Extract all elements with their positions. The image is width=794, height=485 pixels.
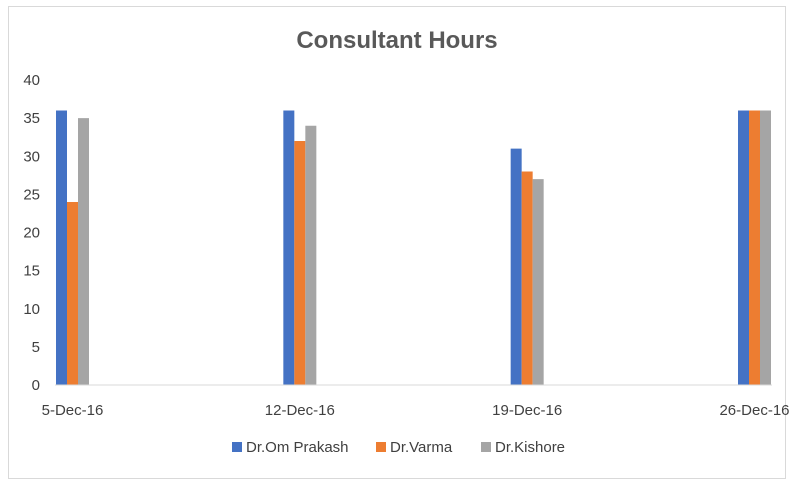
y-tick-label: 25	[23, 186, 40, 203]
x-axis-ticks: 5-Dec-16 12-Dec-16 19-Dec-16 26-Dec-16	[42, 402, 790, 419]
legend-label: Dr.Om Prakash	[246, 439, 349, 456]
y-tick-label: 5	[32, 339, 40, 356]
bars-group	[56, 110, 771, 385]
chart-frame	[8, 6, 786, 479]
bar-dr-om-prakash-5-dec-16	[56, 110, 67, 385]
y-tick-label: 15	[23, 263, 40, 280]
bar-dr-varma-5-dec-16	[67, 202, 78, 385]
y-tick-label: 35	[23, 110, 40, 127]
y-axis-ticks: 0 5 10 15 20 25 30 35 40	[23, 72, 40, 394]
bar-dr-varma-26-dec-16	[749, 110, 760, 385]
y-tick-label: 20	[23, 225, 40, 242]
bar-dr-om-prakash-12-dec-16	[283, 110, 295, 385]
bar-dr-varma-19-dec-16	[521, 171, 533, 385]
legend-swatch	[376, 442, 386, 452]
y-tick-label: 0	[32, 377, 40, 394]
legend: Dr.Om Prakash Dr.Varma Dr.Kishore	[232, 439, 565, 456]
bar-dr-om-prakash-19-dec-16	[510, 148, 522, 385]
x-tick-label: 12-Dec-16	[265, 402, 335, 419]
y-tick-label: 10	[23, 301, 40, 318]
legend-swatch	[481, 442, 491, 452]
x-tick-label: 19-Dec-16	[492, 402, 562, 419]
bar-dr-kishore-5-dec-16	[78, 118, 89, 385]
y-tick-label: 30	[23, 148, 40, 165]
bar-dr-varma-12-dec-16	[294, 141, 306, 385]
legend-label: Dr.Kishore	[495, 439, 565, 456]
bar-dr-kishore-12-dec-16	[305, 125, 317, 385]
x-tick-label: 26-Dec-16	[719, 402, 789, 419]
legend-label: Dr.Varma	[390, 439, 453, 456]
x-tick-label: 5-Dec-16	[42, 402, 104, 419]
chart-title: Consultant Hours	[296, 27, 497, 54]
y-tick-label: 40	[23, 72, 40, 89]
legend-swatch	[232, 442, 242, 452]
bar-dr-kishore-19-dec-16	[532, 179, 544, 385]
bar-dr-om-prakash-26-dec-16	[738, 110, 749, 385]
bar-dr-kishore-26-dec-16	[760, 110, 771, 385]
